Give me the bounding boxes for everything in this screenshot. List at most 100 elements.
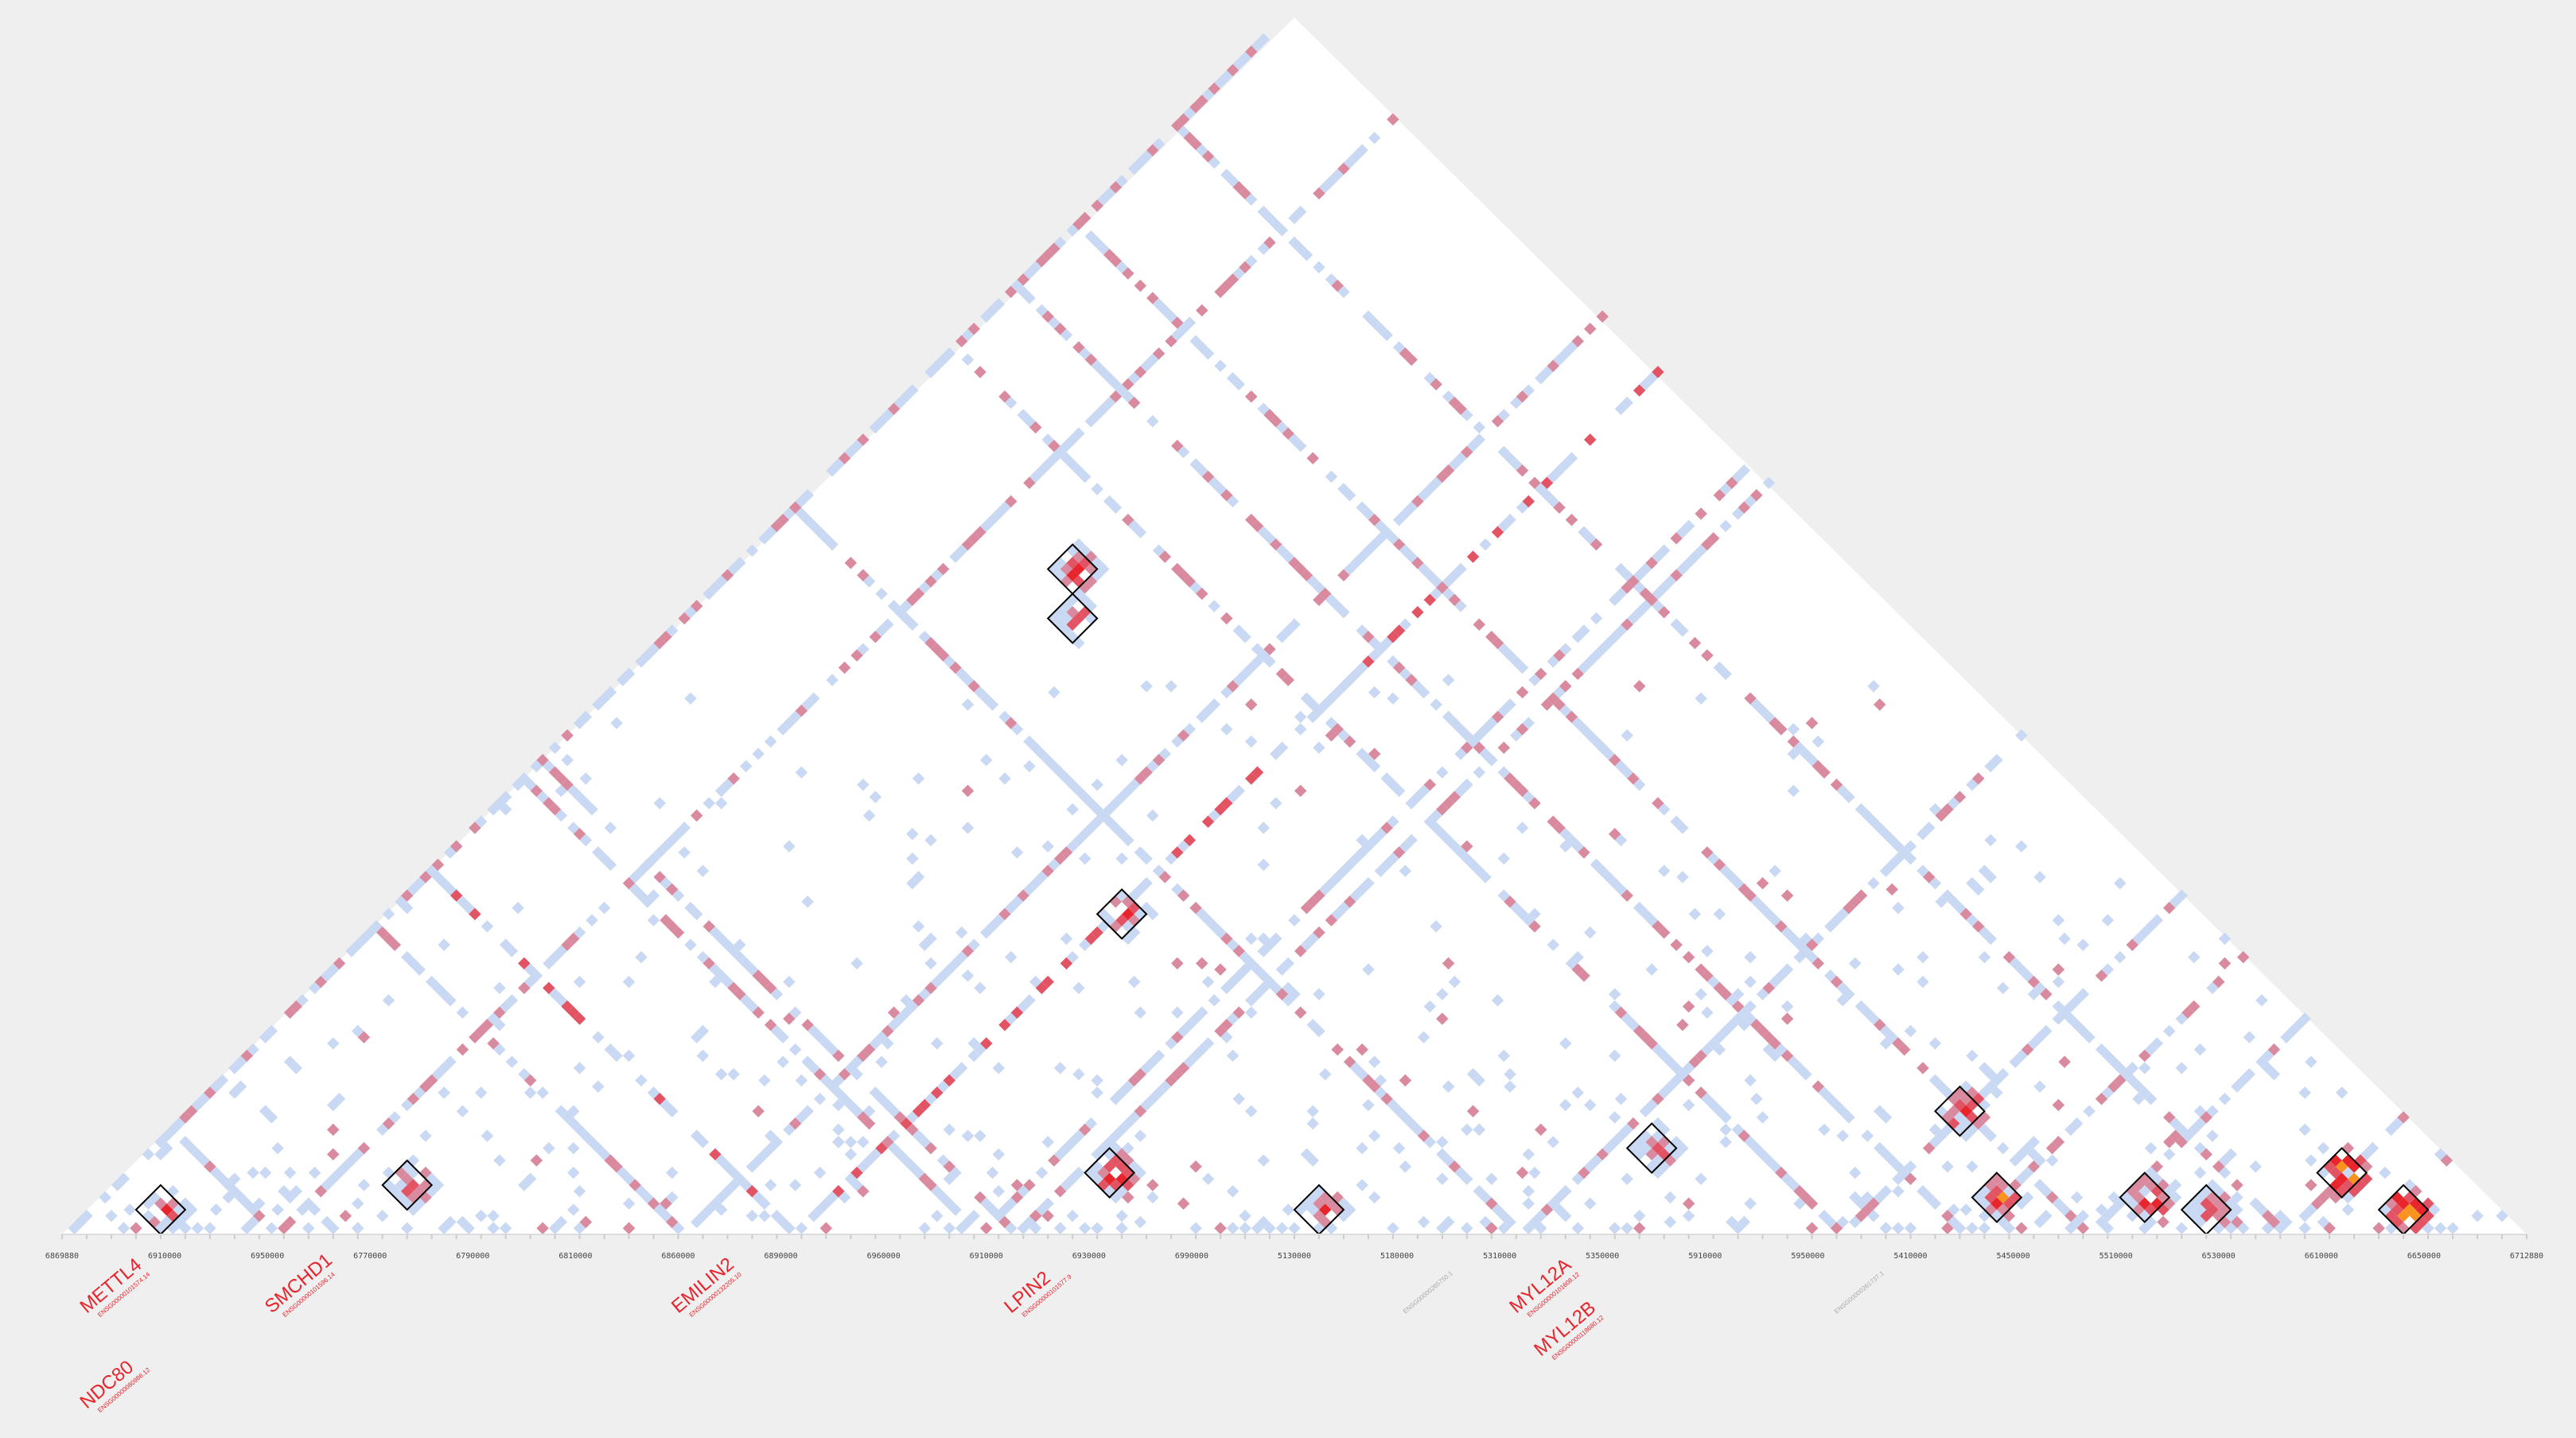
contact-stripe-cell [1177, 125, 1190, 138]
contact-cell [327, 1037, 340, 1050]
contact-cell [352, 1024, 364, 1038]
contact-stripe-cell [1885, 858, 1899, 872]
contact-cell [2076, 1210, 2090, 1222]
contact-stripe-cell [1737, 1006, 1751, 1019]
contact-stripe-cell [1885, 1154, 1899, 1167]
contact-cell [906, 876, 919, 890]
contact-stripe-cell [1091, 803, 1103, 816]
contact-stripe-cell [1220, 797, 1233, 810]
axis-tick-label: 6960000 [867, 1252, 901, 1261]
contact-stripe-cell [1657, 544, 1671, 558]
contact-cell [1805, 717, 1819, 729]
contact-stripe-cell [2305, 1203, 2317, 1216]
contact-stripe-cell [844, 445, 858, 459]
contact-stripe-cell [752, 748, 765, 760]
contact-stripe-cell [1380, 858, 1393, 872]
contact-stripe-cell [776, 1215, 789, 1229]
contact-stripe-cell [1935, 1129, 1948, 1142]
contact-cell [1836, 1129, 1850, 1142]
contact-stripe-cell [955, 335, 968, 348]
contact-stripe-cell [1485, 717, 1498, 729]
contact-cell [400, 1222, 414, 1234]
contact-stripe-cell [400, 950, 414, 964]
contact-stripe-cell [1004, 717, 1018, 729]
contact-stripe-cell [1516, 464, 1529, 477]
contact-stripe-cell [1325, 174, 1338, 188]
contact-stripe-cell [1208, 82, 1221, 95]
contact-stripe-cell [493, 1043, 506, 1056]
contact-cell [130, 1222, 142, 1234]
contact-stripe-cell [407, 883, 420, 896]
contact-stripe-cell [1448, 458, 1461, 471]
contact-stripe-cell [862, 1117, 876, 1130]
contact-stripe-cell [714, 1154, 728, 1167]
contact-stripe-cell [696, 950, 710, 964]
contact-stripe-cell [949, 661, 962, 674]
contact-stripe-cell [1140, 360, 1153, 372]
contact-stripe-cell [1953, 791, 1967, 803]
contact-stripe-cell [1387, 815, 1399, 828]
contact-cell [1004, 950, 1018, 964]
contact-stripe-cell [1547, 470, 1560, 484]
contact-cell [1516, 822, 1529, 834]
contact-stripe-cell [881, 618, 894, 631]
contact-stripe-cell [1971, 920, 1985, 933]
contact-stripe-cell [523, 1074, 537, 1087]
contact-hotspot-cell [185, 1203, 198, 1216]
contact-stripe-cell [1201, 347, 1215, 360]
contact-cell [733, 939, 746, 951]
contact-cell [1214, 963, 1227, 976]
contact-stripe-cell [1448, 717, 1461, 729]
contact-stripe-cell [1331, 169, 1344, 181]
contact-stripe-cell [1282, 674, 1294, 686]
contact-stripe-cell [1103, 248, 1116, 262]
contact-stripe-cell [462, 901, 475, 915]
contact-stripe-cell [1632, 1024, 1646, 1038]
contact-stripe-cell [1867, 1197, 1880, 1211]
contact-cell [1325, 729, 1338, 742]
contact-stripe-cell [1196, 340, 1208, 354]
contact-stripe-cell [1811, 957, 1825, 970]
contact-stripe-cell [1688, 550, 1702, 563]
contact-cell [844, 1136, 858, 1148]
contact-stripe-cell [955, 544, 968, 558]
contact-stripe-cell [561, 939, 574, 951]
contact-stripe-cell [1941, 1086, 1954, 1099]
contact-stripe-cell [2243, 1067, 2256, 1081]
contact-stripe-cell [2397, 1111, 2410, 1124]
contact-stripe-cell [1491, 1203, 1504, 1216]
contact-cell [1436, 1222, 1449, 1234]
contact-stripe-cell [1196, 304, 1208, 317]
contact-stripe-cell [1245, 661, 1258, 674]
contact-stripe-cell [1473, 729, 1486, 742]
contact-cell [653, 797, 667, 810]
contact-cell [1294, 784, 1307, 798]
contact-cell [1941, 1222, 1954, 1234]
contact-stripe-cell [1978, 1123, 1991, 1137]
contact-stripe-cell [1158, 304, 1172, 317]
contact-cell [1399, 1074, 1412, 1087]
contact-stripe-cell [1676, 624, 1689, 637]
contact-cell [2298, 1086, 2311, 1099]
contact-stripe-cell [1232, 181, 1246, 194]
contact-cell [875, 1055, 888, 1068]
contact-cell [850, 957, 863, 970]
contact-cell [1719, 1136, 1732, 1148]
contact-stripe-cell [438, 876, 450, 890]
contact-cell [2002, 1222, 2016, 1234]
contact-stripe-cell [1078, 470, 1091, 484]
contact-stripe-cell [1337, 729, 1350, 742]
contact-cell [1892, 963, 1905, 976]
contact-stripe-cell [1898, 1043, 1911, 1056]
contact-stripe-cell [1152, 138, 1165, 150]
contact-stripe-cell [1041, 458, 1054, 471]
contact-stripe-cell [758, 975, 771, 989]
contact-hotspot-cell [1066, 618, 1079, 631]
contact-stripe-cell [2027, 975, 2041, 989]
contact-stripe-cell [1676, 562, 1689, 576]
contact-cell [1245, 932, 1258, 945]
contact-cell [1892, 1222, 1905, 1234]
contact-cell [253, 1197, 266, 1211]
contact-stripe-cell [1066, 778, 1079, 791]
contact-stripe-cell [2132, 932, 2145, 945]
